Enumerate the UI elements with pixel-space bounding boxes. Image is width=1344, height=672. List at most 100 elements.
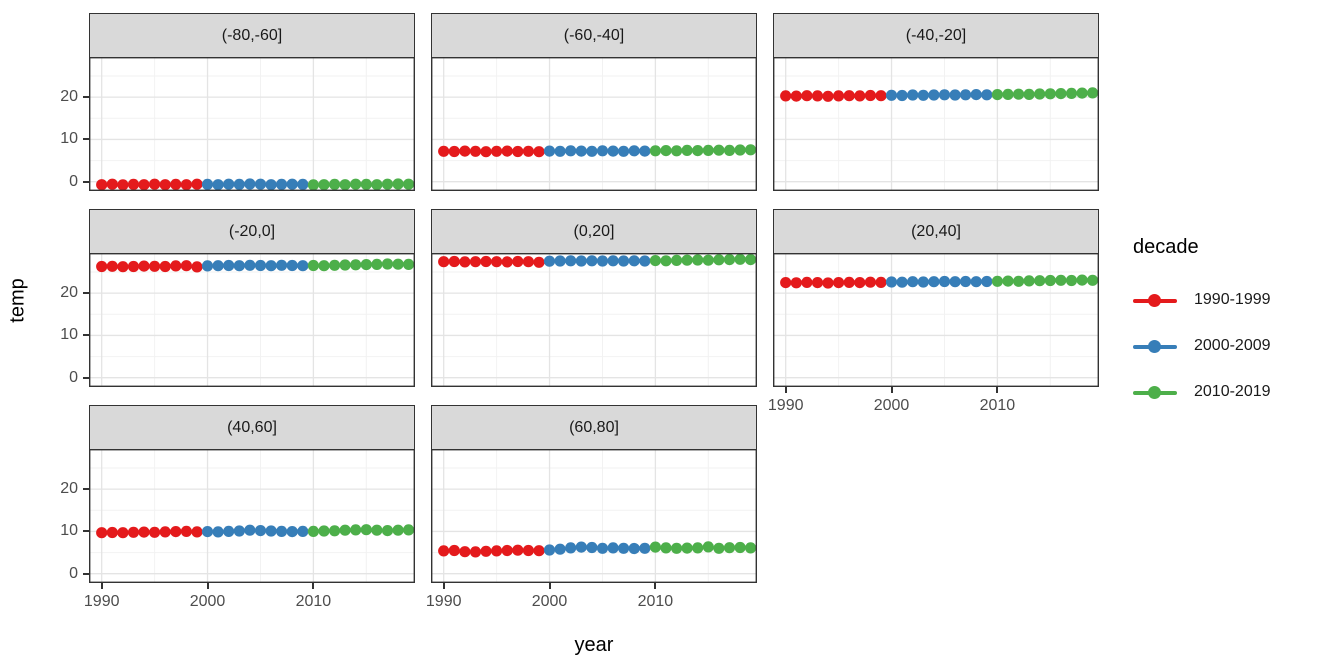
data-point <box>138 260 150 272</box>
data-point <box>191 178 203 190</box>
data-point <box>286 259 298 272</box>
y-tick-mark <box>83 334 89 337</box>
legend-item-label: 2000-2009 <box>1194 337 1271 354</box>
data-point <box>1055 88 1067 100</box>
facet-panel <box>773 253 1099 387</box>
data-point <box>159 260 171 273</box>
data-point <box>438 145 450 157</box>
data-point <box>596 542 609 554</box>
y-axis-title: temp <box>6 278 29 323</box>
data-point <box>254 259 267 272</box>
data-point <box>318 525 330 537</box>
x-tick-mark <box>996 387 999 393</box>
y-tick-label: 0 <box>69 564 78 582</box>
data-point <box>392 178 404 190</box>
data-point <box>618 145 630 157</box>
data-point <box>586 145 598 157</box>
facet-(-20,0]: (-20,0] 0 10 20 <box>60 209 415 388</box>
data-point <box>554 543 566 555</box>
data-point <box>159 179 171 191</box>
data-point <box>875 90 887 102</box>
data-point <box>1044 274 1056 287</box>
x-tick-mark <box>548 583 551 589</box>
data-point <box>1023 88 1035 100</box>
data-point <box>1034 88 1046 100</box>
data-point <box>907 276 919 288</box>
data-point <box>875 276 887 288</box>
data-point <box>628 255 640 267</box>
data-point <box>885 276 898 288</box>
data-point <box>339 259 351 271</box>
facet-panel <box>431 253 757 387</box>
y-tick-mark <box>83 180 89 183</box>
data-point <box>639 542 651 554</box>
data-point <box>907 89 919 101</box>
data-point <box>1055 274 1067 286</box>
data-point <box>1002 275 1014 287</box>
data-point <box>702 254 714 266</box>
data-point <box>928 89 940 101</box>
data-point <box>480 255 492 268</box>
legend: decade 1990-1999 2000-2009 2010-2019 <box>1133 236 1333 415</box>
data-point <box>949 276 961 288</box>
y-tick-label: 20 <box>60 88 78 106</box>
data-point <box>297 178 309 190</box>
facet-(60,80]: (60,80] 1990 2000 2010 <box>426 405 757 610</box>
data-point <box>554 255 566 267</box>
data-point <box>350 178 362 190</box>
data-point <box>533 146 545 158</box>
data-point <box>329 178 341 190</box>
x-tick-label: 1990 <box>425 593 462 610</box>
data-point <box>117 261 129 273</box>
data-point <box>938 89 951 101</box>
data-point <box>596 255 609 267</box>
y-tick-mark <box>83 488 89 491</box>
data-point <box>1076 87 1088 99</box>
data-point <box>233 525 245 537</box>
data-point <box>265 525 277 537</box>
data-point <box>681 144 693 156</box>
data-point <box>702 144 714 156</box>
data-point <box>1013 88 1025 100</box>
data-point <box>565 542 577 554</box>
data-point <box>692 542 704 554</box>
y-tick-mark <box>83 96 89 99</box>
data-point <box>543 145 556 157</box>
data-point <box>223 178 235 190</box>
data-point <box>639 255 651 267</box>
data-point <box>734 253 746 265</box>
facet-(0,20]: (0,20] <box>431 209 757 388</box>
data-point <box>360 178 372 190</box>
data-point <box>723 144 736 156</box>
data-point <box>307 525 319 537</box>
data-point <box>522 145 534 157</box>
data-point <box>138 526 150 538</box>
data-point <box>885 89 898 101</box>
data-point <box>586 255 598 267</box>
data-point <box>649 255 661 267</box>
data-point <box>512 145 524 158</box>
data-point <box>864 89 876 102</box>
data-point <box>339 179 351 191</box>
x-tick-mark <box>654 583 657 589</box>
legend-title: decade <box>1133 236 1199 258</box>
data-point <box>223 259 235 272</box>
facet-panel <box>89 57 415 191</box>
legend-key-icon <box>1133 335 1177 357</box>
data-point <box>833 90 845 102</box>
data-point <box>639 145 651 157</box>
y-tick-label: 10 <box>60 326 78 344</box>
data-point <box>713 254 725 266</box>
data-point <box>180 525 192 537</box>
data-point <box>854 90 866 102</box>
data-point <box>745 542 757 554</box>
data-point <box>233 178 245 190</box>
data-point <box>448 255 460 268</box>
data-point <box>96 260 108 273</box>
x-tick-label: 2000 <box>189 593 226 610</box>
data-point <box>1034 275 1046 287</box>
data-point <box>843 90 855 102</box>
data-point <box>607 255 619 267</box>
data-point <box>276 525 288 537</box>
facet-strip-label: (-60,-40] <box>431 13 757 58</box>
